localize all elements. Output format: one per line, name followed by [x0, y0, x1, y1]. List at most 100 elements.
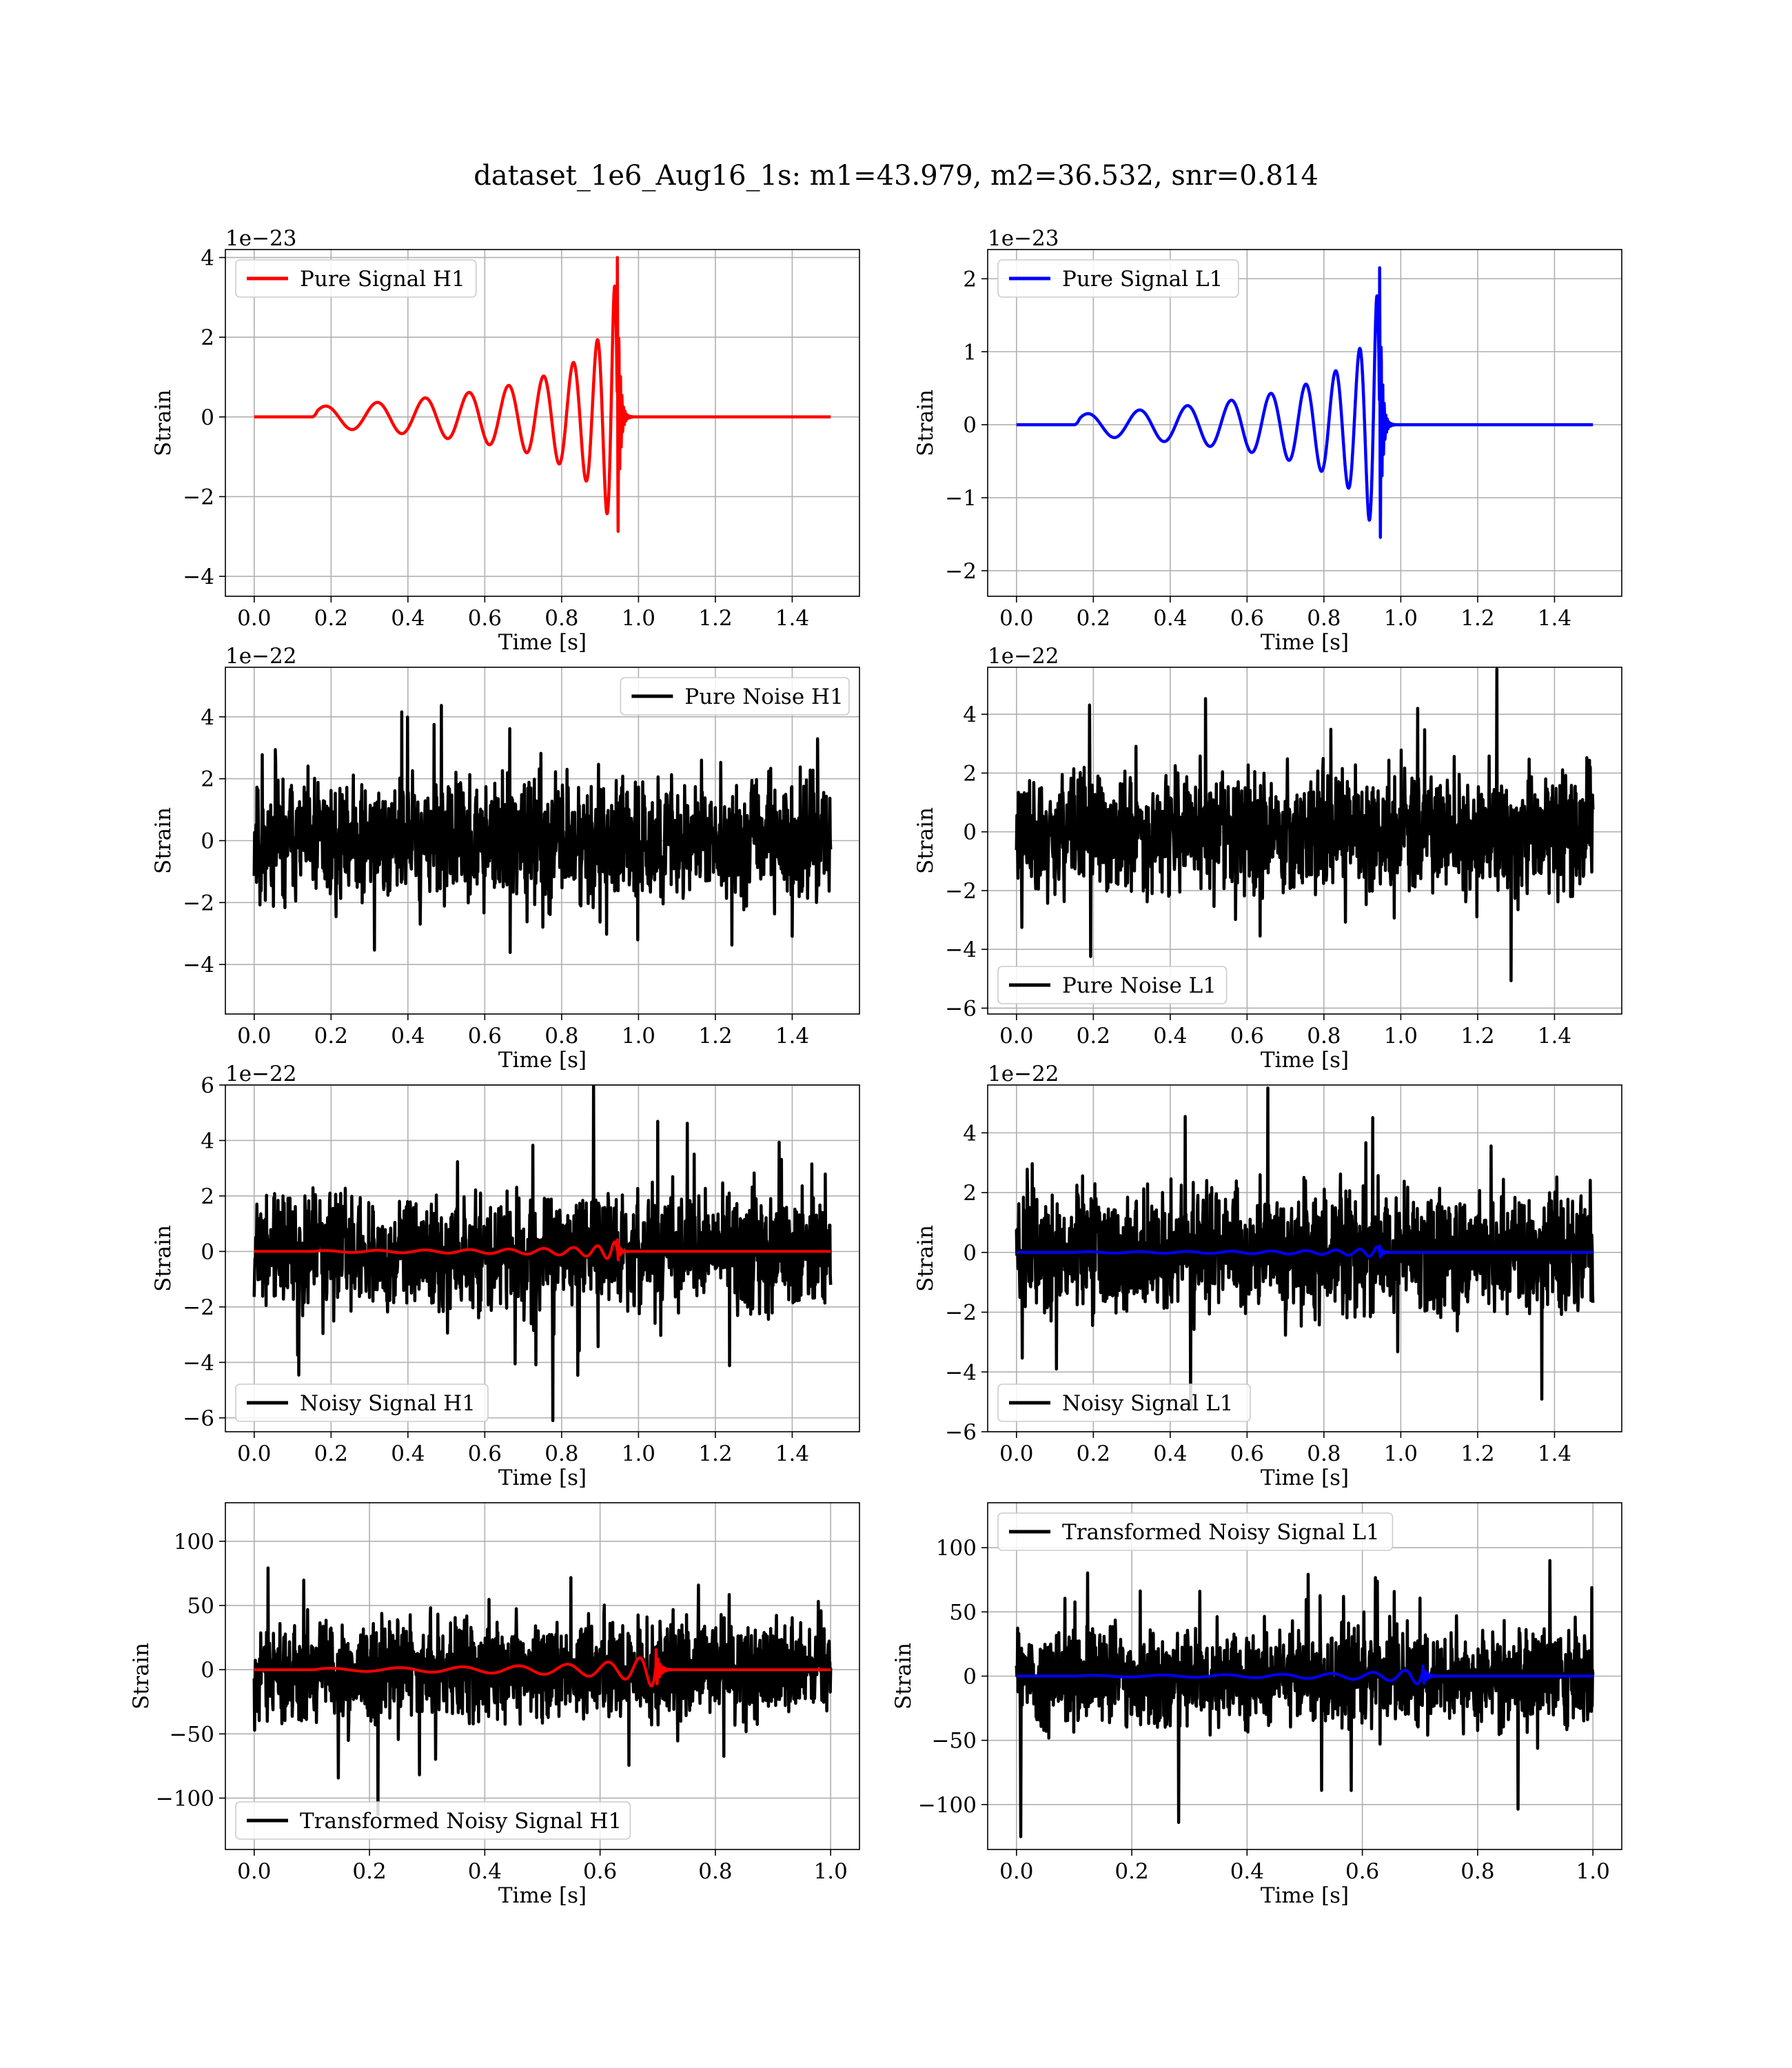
series-group	[252, 256, 833, 534]
y-tick-label: 4	[201, 246, 214, 271]
x-tick-label: 0.6	[583, 1859, 617, 1884]
series-line-noisy-signal-h1-overlay-signal	[253, 1238, 832, 1261]
subplot-pure-noise-l1: 0.0 0.2 0.4 0.6 0.8 1.0 1.2 1.4 −6 −4 −2 0 2 4 Time [s…	[913, 644, 1622, 1073]
x-axis-label: Time [s]	[1261, 1466, 1349, 1490]
y-tick-label: −4	[183, 1350, 214, 1375]
y-tick-label: 4	[963, 1121, 977, 1146]
x-tick-label: 0.4	[1153, 606, 1187, 631]
x-axis-label: Time [s]	[498, 630, 587, 655]
axis-offset-text: 1e−23	[988, 226, 1059, 251]
figure-title: dataset_1e6_Aug16_1s: m1=43.979, m2=36.5…	[474, 160, 1318, 192]
x-axis-label: Time [s]	[1261, 1883, 1349, 1908]
axis-offset-text: 1e−22	[225, 644, 297, 669]
y-tick-label: 2	[963, 267, 977, 292]
legend: Noisy Signal H1	[235, 1383, 489, 1422]
y-tick-label: −2	[945, 1301, 977, 1326]
y-axis-label: Strain	[151, 807, 176, 874]
y-tick-label: 2	[201, 767, 214, 792]
x-tick-label: 0.6	[1230, 1441, 1264, 1466]
x-tick-label: 0.0	[237, 1859, 271, 1884]
x-tick-label: 1.4	[1538, 1024, 1571, 1048]
y-tick-label: −100	[156, 1786, 214, 1811]
y-tick-label: −2	[183, 1295, 214, 1320]
legend: Noisy Signal L1	[997, 1383, 1251, 1422]
x-tick-label: 0.8	[1307, 1441, 1341, 1466]
legend-frame	[620, 677, 850, 716]
x-tick-label: 0.2	[352, 1859, 386, 1884]
subplot-transformed-noisy-signal-h1: 0.0 0.2 0.4 0.6 0.8 1.0 −100 −50 0 50 100 Time [s] S…	[129, 1502, 860, 1908]
axis-offset-text: 1e−23	[225, 226, 297, 251]
legend: Pure Signal L1	[997, 259, 1239, 298]
x-tick-label: 0.2	[1077, 1024, 1110, 1048]
x-tick-label: 1.4	[1538, 1441, 1571, 1466]
x-tick-label: 0.0	[237, 1024, 271, 1048]
x-tick-label: 0.8	[1307, 606, 1341, 631]
axes-frame	[987, 667, 1622, 1015]
x-tick-label: 0.4	[391, 1441, 425, 1466]
x-tick-label: 0.6	[468, 1024, 502, 1048]
axis-offset-text: 1e−22	[988, 1062, 1059, 1086]
legend-label: Pure Noise H1	[684, 685, 843, 709]
legend-frame	[235, 259, 477, 298]
x-tick-label: 0.4	[1153, 1441, 1187, 1466]
x-tick-label: 0.8	[698, 1859, 732, 1884]
y-axis-label: Strain	[913, 1225, 938, 1292]
x-tick-label: 1.0	[1384, 1024, 1418, 1048]
series-group	[1015, 266, 1595, 539]
legend-frame	[235, 1801, 631, 1840]
x-tick-label: 0.6	[1345, 1859, 1379, 1884]
y-tick-label: −100	[918, 1793, 977, 1818]
x-tick-label: 1.0	[1576, 1859, 1610, 1884]
axis-offset-text: 1e−22	[988, 644, 1059, 669]
y-tick-label: 0	[963, 413, 977, 438]
y-tick-label: 2	[963, 1181, 977, 1206]
y-tick-label: −6	[945, 1420, 977, 1445]
y-tick-label: 2	[201, 1184, 214, 1209]
y-tick-label: −4	[945, 1360, 977, 1385]
x-tick-label: 0.0	[999, 606, 1033, 631]
y-axis-label: Strain	[913, 807, 938, 874]
subplot-noisy-signal-l1: 0.0 0.2 0.4 0.6 0.8 1.0 1.2 1.4 −6 −4 −2 0 2 4 Time [s…	[913, 1062, 1622, 1490]
y-tick-label: 0	[963, 820, 977, 845]
x-tick-label: 0.8	[1460, 1859, 1494, 1884]
x-tick-label: 1.4	[1538, 606, 1571, 631]
x-tick-label: 0.4	[391, 606, 425, 631]
series-line-noisy-signal-l1	[1015, 1086, 1595, 1408]
x-tick-label: 1.0	[622, 1441, 655, 1466]
y-axis-label: Strain	[129, 1643, 154, 1710]
series-line-pure-noise-h1	[252, 704, 833, 955]
x-axis-label: Time [s]	[498, 1048, 587, 1073]
y-tick-label: 0	[201, 405, 214, 430]
x-tick-label: 1.2	[698, 1024, 732, 1048]
legend-frame	[997, 966, 1228, 1004]
y-tick-label: −4	[183, 565, 214, 589]
legend-label: Pure Signal H1	[300, 267, 465, 292]
series-group	[1015, 1086, 1595, 1408]
legend-label: Noisy Signal L1	[1062, 1391, 1234, 1416]
y-tick-label: −4	[183, 953, 214, 977]
x-tick-label: 0.2	[314, 1441, 348, 1466]
x-tick-label: 1.2	[1460, 1441, 1494, 1466]
y-tick-label: −4	[945, 937, 977, 962]
y-tick-label: 4	[201, 705, 214, 730]
series-line-transformed-noisy-signal-h1-overlay-signal	[253, 1648, 832, 1687]
y-axis-label: Strain	[891, 1643, 916, 1710]
y-tick-label: 100	[936, 1536, 977, 1561]
x-tick-label: 0.2	[314, 606, 348, 631]
x-tick-label: 0.8	[544, 606, 578, 631]
legend-label: Transformed Noisy Signal L1	[1062, 1520, 1380, 1545]
y-tick-label: −50	[932, 1729, 977, 1754]
x-tick-label: 0.4	[468, 1859, 502, 1884]
x-tick-label: 0.6	[1230, 1024, 1264, 1048]
x-tick-label: 0.0	[237, 1441, 271, 1466]
series-group	[252, 1566, 833, 1816]
legend-label: Pure Noise L1	[1062, 973, 1216, 998]
x-tick-label: 0.2	[1077, 1441, 1110, 1466]
axis-offset-text: 1e−22	[225, 1062, 297, 1086]
x-axis-label: Time [s]	[1261, 1048, 1349, 1073]
y-tick-label: 0	[963, 1665, 977, 1690]
x-tick-label: 1.0	[622, 606, 655, 631]
x-axis-label: Time [s]	[498, 1883, 587, 1908]
y-tick-label: 100	[174, 1530, 214, 1554]
